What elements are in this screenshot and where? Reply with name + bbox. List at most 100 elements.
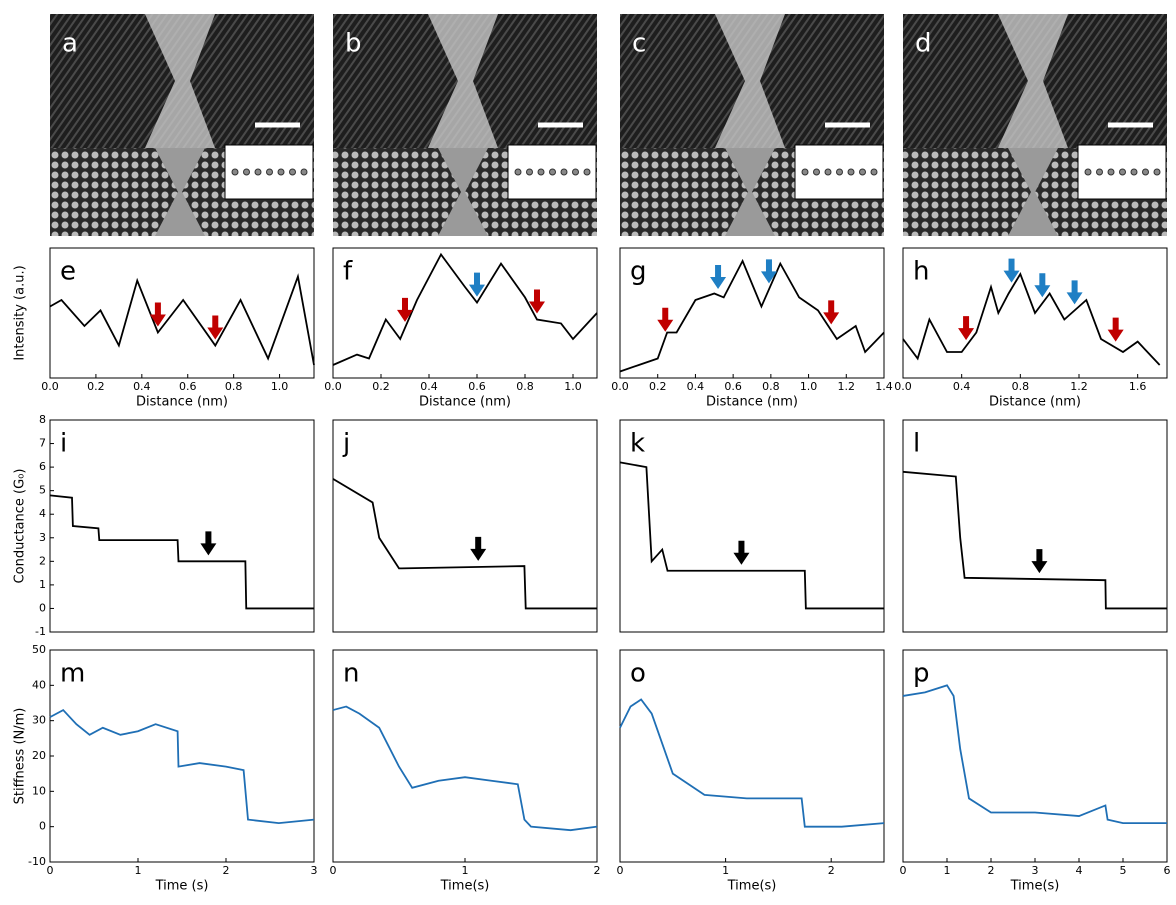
data-line <box>903 274 1160 365</box>
y-tick-label: 8 <box>39 413 46 426</box>
atom <box>290 169 296 175</box>
panel-letter: a <box>62 29 78 59</box>
panel-letter: p <box>913 659 930 689</box>
x-tick-label: 5 <box>1120 864 1127 877</box>
atom <box>527 169 533 175</box>
y-tick-label: 30 <box>32 714 46 727</box>
arrow <box>733 541 749 565</box>
y-tick-label: 3 <box>39 531 46 544</box>
data-line <box>333 479 597 609</box>
y-tick-label: -10 <box>28 855 46 868</box>
plot-frame <box>620 650 884 862</box>
plot-frame <box>333 420 597 632</box>
atom <box>267 169 273 175</box>
arrow <box>1108 318 1124 342</box>
atom <box>244 169 250 175</box>
y-tick-label: 40 <box>32 678 46 691</box>
data-line <box>620 462 884 608</box>
atom <box>1143 169 1149 175</box>
x-axis-label: Time(s) <box>440 879 490 894</box>
panel-letter: j <box>342 429 350 459</box>
atom <box>550 169 556 175</box>
x-tick-label: 1.6 <box>1129 380 1147 393</box>
panel-letter: n <box>343 659 359 689</box>
x-tick-label: 0.8 <box>762 380 780 393</box>
y-axis-label: Intensity (a.u.) <box>13 265 28 360</box>
atom <box>860 169 866 175</box>
x-tick-label: 2 <box>988 864 995 877</box>
data-line <box>620 261 884 372</box>
x-axis-label: Distance (nm) <box>706 395 798 410</box>
x-tick-label: 1.0 <box>564 380 582 393</box>
atom <box>573 169 579 175</box>
x-tick-label: 0 <box>47 864 54 877</box>
atom <box>848 169 854 175</box>
plot-frame <box>50 650 314 862</box>
atom <box>825 169 831 175</box>
panel-letter: i <box>60 429 67 459</box>
atom <box>1097 169 1103 175</box>
panel-letter: e <box>60 257 76 287</box>
x-tick-label: 0.8 <box>1012 380 1030 393</box>
arrow <box>761 259 777 283</box>
x-tick-label: 1 <box>944 864 951 877</box>
data-line <box>620 699 884 826</box>
arrow <box>200 531 216 555</box>
panel-letter: k <box>630 429 645 459</box>
data-line <box>333 707 597 831</box>
atom <box>561 169 567 175</box>
panel-letter: c <box>632 29 646 59</box>
panel-letter: h <box>913 257 929 287</box>
x-tick-label: 1.2 <box>1070 380 1088 393</box>
atom <box>837 169 843 175</box>
x-tick-label: 1.0 <box>800 380 818 393</box>
plot-frame <box>50 420 314 632</box>
atom <box>278 169 284 175</box>
y-tick-label: 0 <box>39 601 46 614</box>
x-tick-label: 1.2 <box>838 380 856 393</box>
atom <box>1154 169 1160 175</box>
atom <box>1085 169 1091 175</box>
y-axis-label: Conductance (G₀) <box>13 469 28 584</box>
y-tick-label: 2 <box>39 554 46 567</box>
y-tick-label: -1 <box>35 625 46 638</box>
atom <box>871 169 877 175</box>
atom <box>814 169 820 175</box>
panel-letter: o <box>630 659 646 689</box>
data-line <box>903 685 1167 823</box>
x-tick-label: 0.0 <box>894 380 912 393</box>
plot-frame <box>903 420 1167 632</box>
x-tick-label: 0.4 <box>687 380 705 393</box>
x-tick-label: 0.4 <box>420 380 438 393</box>
x-axis-label: Distance (nm) <box>136 395 228 410</box>
y-tick-label: 4 <box>39 507 46 520</box>
x-tick-label: 2 <box>828 864 835 877</box>
y-tick-label: 0 <box>39 820 46 833</box>
x-tick-label: 3 <box>1032 864 1039 877</box>
arrow <box>958 316 974 340</box>
y-tick-label: 5 <box>39 484 46 497</box>
atom <box>301 169 307 175</box>
x-tick-label: 0.8 <box>516 380 534 393</box>
atom <box>1120 169 1126 175</box>
x-tick-label: 0.2 <box>87 380 105 393</box>
arrow <box>1031 549 1047 573</box>
data-line <box>903 472 1167 609</box>
x-tick-label: 0.2 <box>372 380 390 393</box>
arrow <box>1067 280 1083 304</box>
x-tick-label: 0.6 <box>724 380 742 393</box>
x-tick-label: 0.6 <box>179 380 197 393</box>
x-tick-label: 0.0 <box>611 380 629 393</box>
x-tick-label: 1.4 <box>875 380 893 393</box>
plot-frame <box>620 420 884 632</box>
x-axis-label: Distance (nm) <box>989 395 1081 410</box>
atom <box>255 169 261 175</box>
x-tick-label: 4 <box>1076 864 1083 877</box>
x-tick-label: 1.0 <box>271 380 289 393</box>
x-tick-label: 0.8 <box>225 380 243 393</box>
x-axis-label: Time(s) <box>1010 879 1060 894</box>
panel-letter: l <box>913 429 920 459</box>
y-tick-label: 20 <box>32 749 46 762</box>
plot-frame <box>333 650 597 862</box>
y-tick-label: 6 <box>39 460 46 473</box>
